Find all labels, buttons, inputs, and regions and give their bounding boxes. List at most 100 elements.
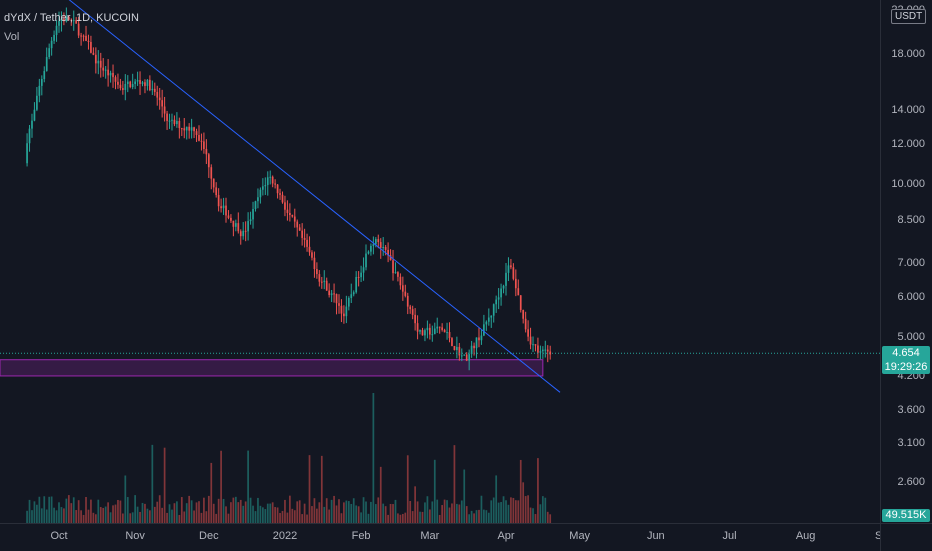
candle-body xyxy=(264,185,267,187)
candle-body xyxy=(126,81,129,84)
volume-bar xyxy=(293,510,296,523)
volume-bar xyxy=(419,511,421,523)
volume-bar xyxy=(119,500,122,523)
volume-bar xyxy=(374,504,377,523)
candle-body xyxy=(119,84,122,89)
candle-body xyxy=(338,303,340,306)
volume-bar xyxy=(347,501,350,523)
volume-bar xyxy=(284,499,286,523)
candle-body xyxy=(367,251,370,254)
candle-body xyxy=(419,330,421,332)
candle-body xyxy=(40,79,43,86)
candle-body xyxy=(149,79,151,91)
volume-bar xyxy=(441,505,444,523)
volume-bar xyxy=(389,503,392,523)
volume-bar xyxy=(382,503,385,523)
volume-bar xyxy=(320,455,323,523)
candle-body xyxy=(232,220,235,227)
volume-bar xyxy=(232,497,235,523)
candle-body xyxy=(97,60,100,64)
volume-bar xyxy=(75,510,78,523)
candle-body xyxy=(293,216,296,222)
volume-bar xyxy=(483,509,485,523)
volume-bar xyxy=(207,495,210,523)
volume-bar xyxy=(156,501,159,523)
time-tick: Jun xyxy=(646,530,665,542)
candle-body xyxy=(306,239,308,247)
candle-body xyxy=(460,355,463,357)
volume-bar xyxy=(463,469,466,523)
time-axis[interactable]: OctNovDec2022FebMarAprMayJunJulAugSe xyxy=(0,523,889,551)
candle-body xyxy=(441,327,444,330)
volume-bar xyxy=(80,510,82,523)
volume-bar xyxy=(36,504,38,523)
candle-body xyxy=(82,35,85,37)
volume-bar xyxy=(97,499,100,523)
candle-body xyxy=(212,178,215,188)
axis-corner[interactable] xyxy=(880,523,932,551)
volume-bar xyxy=(345,500,348,523)
candle-body xyxy=(424,330,426,336)
volume-bar xyxy=(225,506,227,523)
volume-bar xyxy=(244,501,247,523)
candle-body xyxy=(36,95,38,110)
candlestick-chart[interactable] xyxy=(0,0,880,523)
time-tick: Mar xyxy=(420,530,440,542)
candle-body xyxy=(136,80,139,82)
volume-bar xyxy=(328,509,331,523)
candle-body xyxy=(404,291,407,296)
volume-bar xyxy=(112,505,114,523)
candle-body xyxy=(483,324,485,336)
candle-body xyxy=(195,131,198,136)
volume-bar xyxy=(362,497,365,523)
currency-button[interactable]: USDT xyxy=(891,9,927,24)
candle-body xyxy=(426,327,429,331)
candle-body xyxy=(318,274,321,282)
volume-bar xyxy=(107,502,109,523)
symbol-title[interactable]: dYdX / Tether, 1D, KUCOIN xyxy=(4,12,139,24)
candle-body xyxy=(539,351,542,353)
candle-body xyxy=(517,288,520,296)
volume-bar xyxy=(406,455,409,523)
volume-bar xyxy=(497,502,500,523)
candle-body xyxy=(38,85,41,96)
volume-bar xyxy=(443,499,446,523)
candle-body xyxy=(372,244,375,246)
chart-area[interactable]: dYdX / Tether, 1D, KUCOIN Vol xyxy=(0,0,880,523)
volume-bar xyxy=(512,497,515,523)
volume-bar xyxy=(316,508,318,523)
candle-body xyxy=(416,323,419,332)
candle-body xyxy=(335,293,338,304)
time-tick: Oct xyxy=(50,530,68,542)
candle-body xyxy=(146,79,149,86)
candle-body xyxy=(529,336,532,345)
volume-bar xyxy=(490,500,493,523)
volume-bar xyxy=(333,495,335,523)
candle-body xyxy=(215,187,218,196)
candle-body xyxy=(311,252,313,258)
volume-bar xyxy=(48,496,51,523)
volume-bar xyxy=(222,498,225,523)
bar-countdown: 19:29:26 xyxy=(884,361,928,374)
volume-bar xyxy=(45,509,48,523)
volume-bar xyxy=(117,499,119,523)
candle-body xyxy=(394,272,397,274)
volume-bar xyxy=(537,458,539,523)
volume-bar xyxy=(532,508,534,523)
candle-body xyxy=(478,337,480,341)
candle-body xyxy=(249,219,252,222)
candle-body xyxy=(411,309,414,315)
price-tick: 18.000 xyxy=(891,48,925,61)
candle-body xyxy=(58,20,60,26)
volume-bar xyxy=(367,513,370,523)
candle-body xyxy=(362,267,365,273)
price-axis[interactable]: 22.00018.00014.00012.00010.0008.5007.000… xyxy=(880,0,932,523)
candle-body xyxy=(207,154,210,168)
candle-body xyxy=(289,212,291,216)
volume-legend[interactable]: Vol xyxy=(4,31,20,43)
candle-body xyxy=(470,345,473,355)
candle-body xyxy=(370,245,372,252)
volume-bar xyxy=(475,510,478,523)
candle-body xyxy=(487,317,490,322)
volume-bar xyxy=(281,510,284,523)
